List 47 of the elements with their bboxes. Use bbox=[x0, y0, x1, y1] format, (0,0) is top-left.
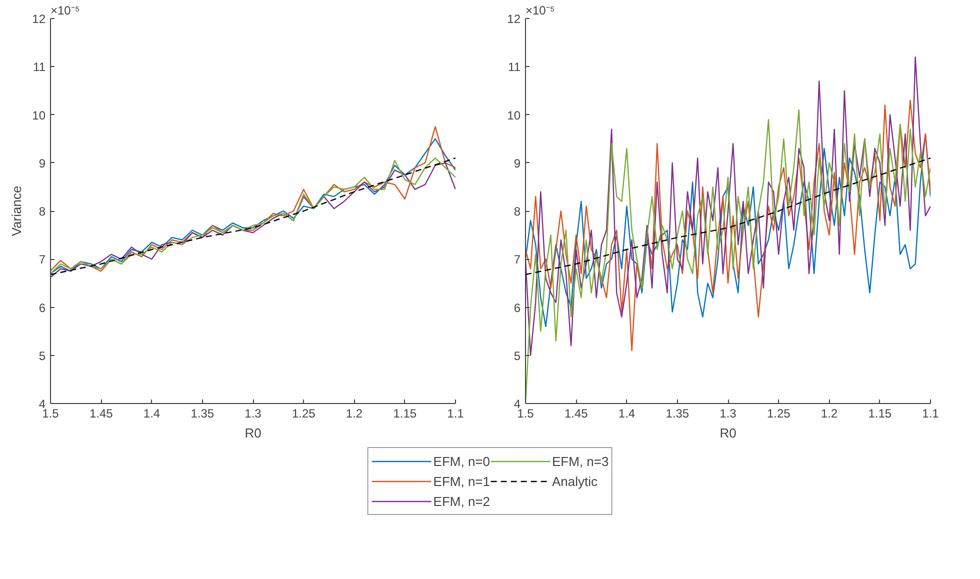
x-axis-title: R0 bbox=[244, 426, 262, 440]
legend-label: Analytic bbox=[552, 474, 598, 488]
line-series bbox=[526, 157, 930, 276]
x-tick-label: 1.45 bbox=[89, 406, 114, 420]
text: ×10⁻⁵ bbox=[526, 4, 555, 18]
x-tick-label: 1.25 bbox=[292, 406, 316, 420]
y-tick-label: 5 bbox=[514, 348, 521, 363]
y-tick-label: 6 bbox=[514, 300, 521, 315]
x-tick-label: 1.3 bbox=[244, 406, 262, 420]
legend-label: EFM, n=0 bbox=[433, 454, 490, 468]
legend-label: EFM, n=1 bbox=[433, 474, 490, 488]
y-tick-label: 8 bbox=[38, 204, 46, 218]
x-tick-label: 1.1 bbox=[447, 406, 464, 420]
y-axis-title: Variance bbox=[9, 186, 24, 236]
x-tick-label: 1.3 bbox=[720, 406, 737, 420]
y-tick-label: 7 bbox=[514, 252, 521, 267]
x-tick-label: 1.1 bbox=[922, 406, 940, 420]
legend-label: EFM, n=3 bbox=[552, 454, 609, 468]
x-tick-label: 1.5 bbox=[517, 406, 534, 420]
y-tick-label: 10 bbox=[507, 108, 521, 122]
x-tick-label: 1.4 bbox=[618, 406, 636, 420]
x-axis-title: R0 bbox=[720, 426, 736, 440]
x-tick-label: 1.15 bbox=[393, 406, 417, 420]
y-tick-label: 12 bbox=[32, 12, 46, 26]
text: ×10⁻⁵ bbox=[50, 4, 80, 18]
y-tick-label: 5 bbox=[38, 348, 46, 363]
x-tick-label: 1.2 bbox=[820, 406, 838, 420]
x-tick-label: 1.45 bbox=[564, 406, 588, 420]
x-tick-label: 1.2 bbox=[346, 406, 363, 420]
x-tick-label: 1.35 bbox=[666, 406, 690, 420]
line-series bbox=[526, 100, 930, 352]
x-tick-label: 1.5 bbox=[42, 406, 60, 420]
y-tick-label: 9 bbox=[514, 156, 521, 170]
x-tick-label: 1.15 bbox=[868, 406, 892, 420]
x-tick-label: 1.4 bbox=[143, 406, 160, 420]
y-tick-label: 6 bbox=[38, 300, 46, 315]
y-tick-label: 11 bbox=[33, 60, 46, 74]
line-series bbox=[526, 56, 930, 356]
x-tick-label: 1.35 bbox=[190, 406, 214, 420]
y-tick-label: 9 bbox=[38, 156, 46, 170]
y-tick-label: 8 bbox=[514, 204, 521, 218]
y-tick-label: 7 bbox=[38, 252, 46, 267]
y-tick-label: 12 bbox=[507, 12, 521, 26]
y-tick-label: 10 bbox=[32, 108, 46, 122]
x-tick-label: 1.25 bbox=[766, 406, 791, 420]
y-tick-label: 11 bbox=[508, 60, 521, 74]
legend-label: EFM, n=2 bbox=[433, 494, 490, 508]
